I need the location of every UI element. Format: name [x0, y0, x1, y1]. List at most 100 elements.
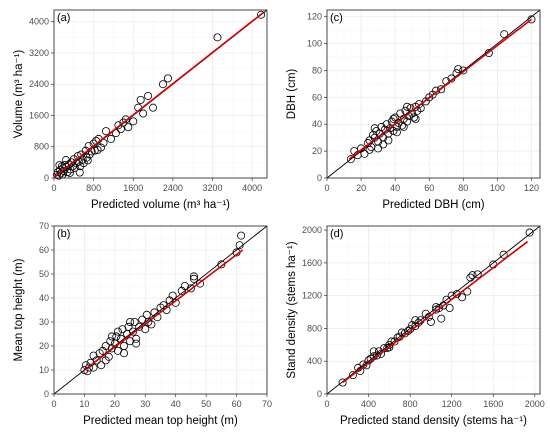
y-tick-label: 60	[39, 245, 49, 255]
data-point	[139, 109, 148, 118]
data-point	[114, 121, 123, 130]
x-tick-label: 1200	[442, 399, 462, 409]
data-point	[59, 166, 68, 175]
data-point	[149, 103, 158, 112]
x-tick-label: 50	[201, 399, 211, 409]
data-point	[346, 155, 355, 164]
data-point	[411, 316, 420, 325]
data-point	[369, 347, 378, 356]
x-tick-label: 30	[140, 399, 150, 409]
data-point	[106, 134, 115, 143]
x-tick-label: 80	[458, 183, 468, 193]
data-point	[64, 160, 73, 169]
data-point	[90, 146, 99, 155]
x-tick-label: 40	[390, 183, 400, 193]
data-point	[437, 85, 446, 94]
data-point	[374, 137, 383, 146]
x-tick-label: 0	[324, 399, 329, 409]
x-tick-label: 800	[403, 399, 418, 409]
data-point	[132, 334, 141, 343]
data-point	[113, 327, 122, 336]
data-point	[55, 161, 64, 170]
y-tick-label: 1600	[302, 258, 322, 268]
data-point	[257, 10, 266, 19]
regression-line	[53, 12, 264, 178]
data-point	[454, 65, 463, 74]
y-tick-label: 70	[39, 221, 49, 231]
data-point	[124, 322, 133, 331]
y-axis-title: Stand density (stems ha⁻¹)	[286, 241, 298, 378]
data-point	[392, 128, 401, 137]
y-tick-label: 4000	[29, 17, 49, 27]
y-tick-label: 0	[44, 173, 49, 183]
data-point	[136, 95, 145, 104]
data-point	[379, 133, 388, 142]
x-tick-label: 0	[324, 183, 329, 193]
data-point	[409, 113, 418, 122]
data-point	[121, 115, 130, 124]
data-point	[360, 149, 369, 158]
data-point	[124, 123, 133, 132]
data-point	[213, 33, 222, 42]
data-point	[144, 91, 153, 100]
data-point	[445, 303, 454, 312]
data-point	[235, 241, 244, 250]
y-tick-label: 1600	[29, 110, 49, 120]
data-point	[144, 317, 153, 326]
data-point	[70, 163, 79, 172]
plot-frame	[53, 9, 268, 179]
x-tick-label: 2000	[525, 399, 545, 409]
data-point	[84, 363, 93, 372]
x-tick-label: 20	[110, 399, 120, 409]
plot-frame	[326, 9, 541, 179]
plot-frame	[53, 225, 268, 395]
data-point	[189, 272, 198, 281]
data-point	[384, 136, 393, 145]
data-point	[365, 145, 374, 154]
x-axis-title: Predicted stand density (stems ha⁻¹)	[340, 415, 527, 427]
data-point	[362, 361, 371, 370]
regression-line	[83, 249, 244, 371]
data-point	[237, 231, 246, 240]
x-tick-label: 4000	[242, 183, 262, 193]
panel-label: (b)	[57, 228, 70, 240]
data-point	[424, 312, 433, 321]
y-tick-label: 0	[317, 389, 322, 399]
y-tick-label: 2000	[302, 225, 322, 235]
y-axis-title: Mean top height (m)	[13, 258, 25, 361]
y-tick-label: 100	[307, 39, 322, 49]
y-tick-label: 0	[44, 389, 49, 399]
y-tick-label: 1200	[302, 291, 322, 301]
data-point	[129, 327, 138, 336]
y-tick-label: 120	[307, 12, 322, 22]
data-point	[186, 284, 195, 293]
data-point	[389, 114, 398, 123]
data-point	[75, 168, 84, 177]
regression-line	[348, 18, 532, 160]
data-point	[141, 325, 150, 334]
y-tick-label: 20	[312, 146, 322, 156]
data-point	[348, 371, 357, 380]
data-point	[92, 356, 101, 365]
panel-c: 0 20 40 60 80 100 120 0 20 40 60 80 100 120 (c) Predict…	[286, 9, 541, 211]
data-point	[403, 102, 412, 111]
data-point	[379, 140, 388, 149]
data-point	[468, 271, 477, 280]
data-point	[95, 349, 104, 358]
x-tick-label: 100	[490, 183, 505, 193]
x-tick-label: 60	[424, 183, 434, 193]
data-point	[130, 317, 139, 326]
data-point	[411, 114, 420, 123]
y-tick-label: 800	[307, 323, 322, 333]
data-point	[189, 274, 198, 283]
data-point	[484, 49, 493, 58]
data-point	[374, 144, 383, 153]
x-tick-label: 400	[361, 399, 376, 409]
data-point	[126, 317, 135, 326]
y-tick-label: 80	[312, 65, 322, 75]
x-tick-label: 800	[86, 183, 101, 193]
data-point	[132, 339, 141, 348]
y-tick-label: 2400	[29, 79, 49, 89]
data-point	[372, 351, 381, 360]
